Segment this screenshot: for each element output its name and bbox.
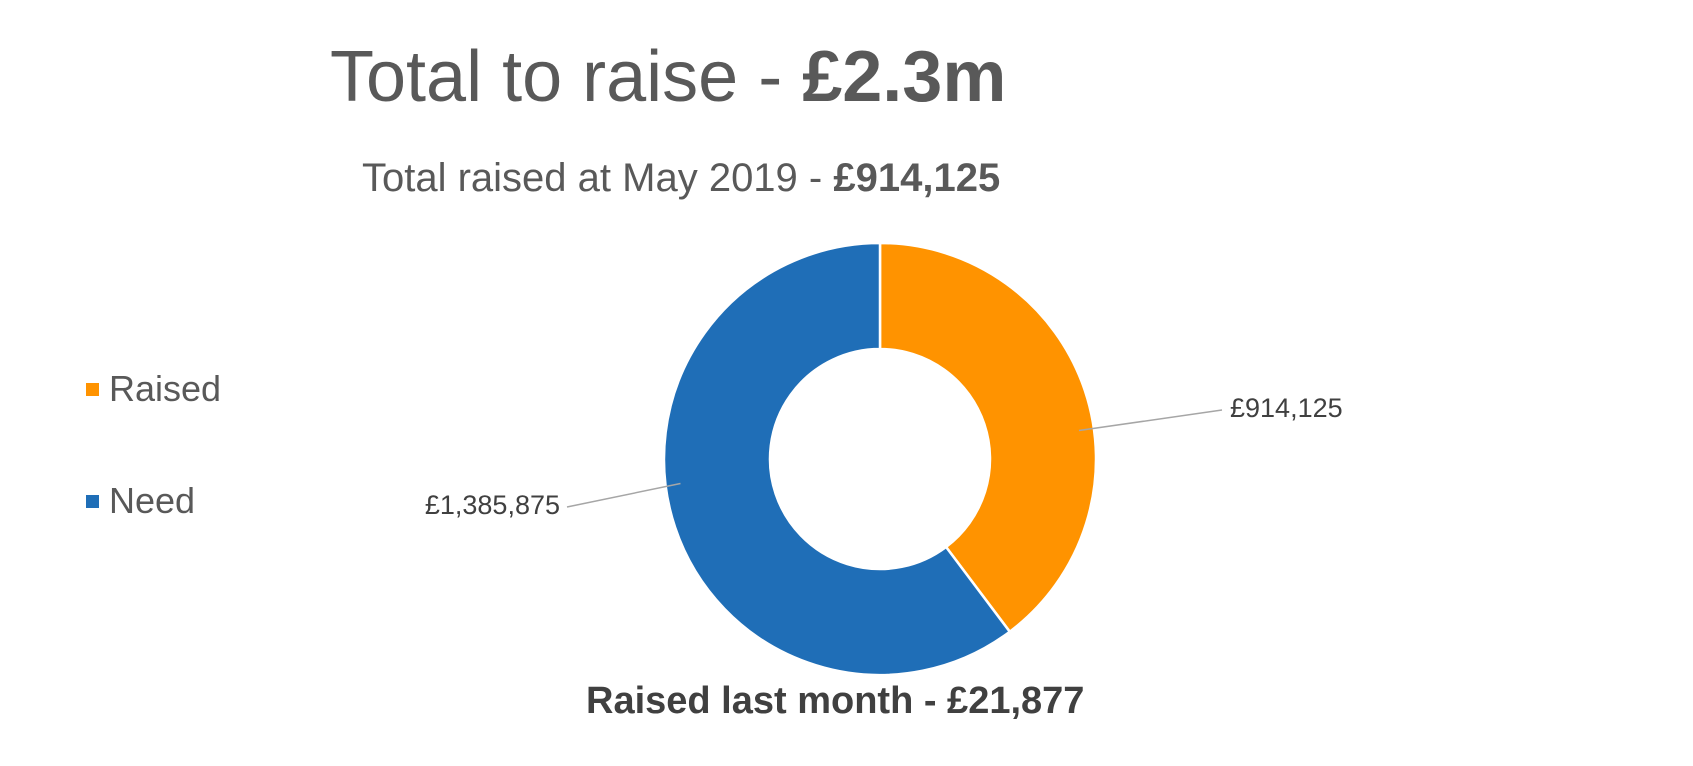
legend-item-need: Need: [86, 480, 195, 522]
legend-swatch-raised: [86, 382, 99, 396]
chart-subtitle: Total raised at May 2019 - £914,125: [362, 156, 1000, 201]
legend-label-raised: Raised: [109, 368, 222, 409]
chart-subtitle-amount: £914,125: [833, 156, 1001, 200]
chart-title-prefix: Total to raise -: [330, 37, 803, 117]
leader-line-raised: [1078, 409, 1223, 432]
legend-label-need: Need: [109, 480, 196, 521]
raised-last-month-note: Raised last month - £21,877: [586, 680, 1085, 722]
legend-item-raised: Raised: [86, 368, 221, 410]
donut-slice-need: [662, 241, 1012, 677]
chart-title-amount: £2.3m: [802, 37, 1007, 117]
leader-line-need: [566, 482, 681, 508]
data-label-raised: £914,125: [1230, 393, 1343, 423]
donut-slice-raised: [878, 241, 1098, 634]
chart-subtitle-prefix: Total raised at May 2019 -: [362, 156, 834, 200]
chart-title: Total to raise - £2.3m: [330, 36, 1006, 118]
data-label-need: £1,385,875: [425, 490, 560, 520]
legend-swatch-need: [86, 494, 99, 508]
